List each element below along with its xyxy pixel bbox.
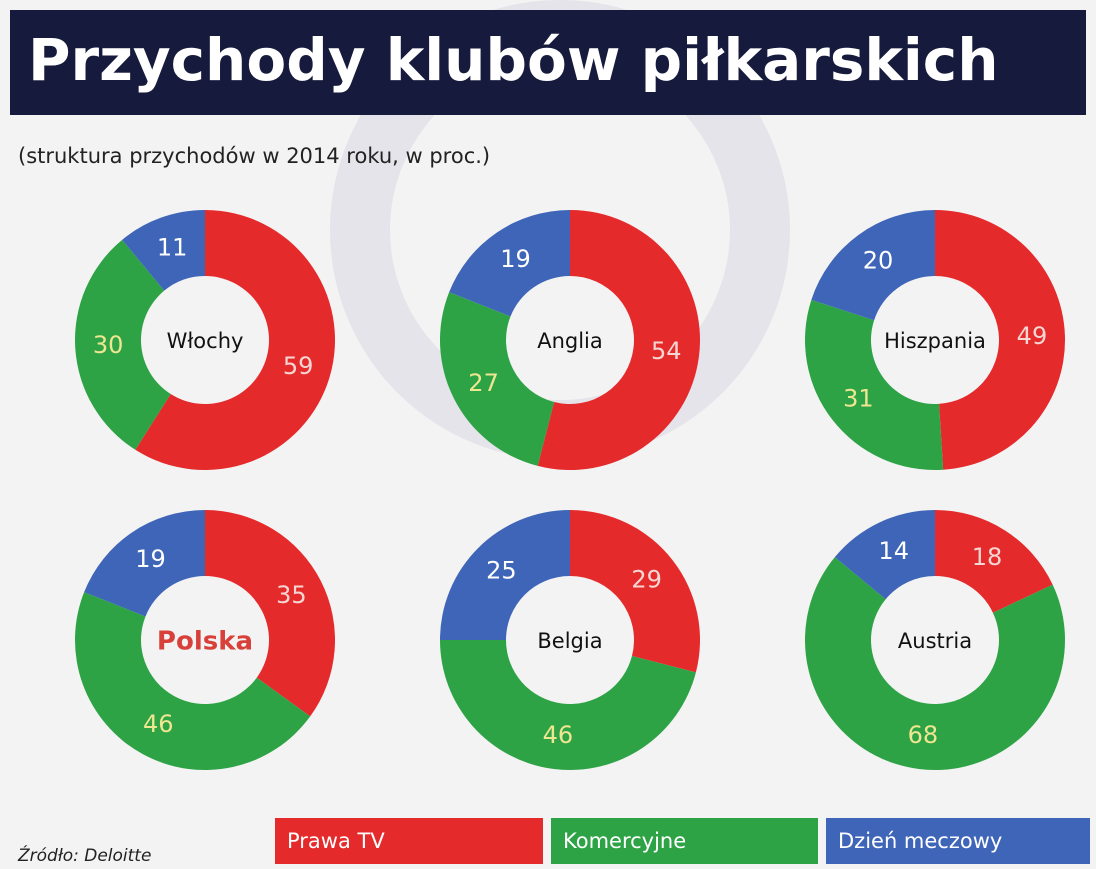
value-label: 25 (486, 556, 517, 584)
source: Źródło: Deloitte (17, 844, 151, 866)
donut-title: Polska (157, 627, 253, 657)
donut-title: Anglia (537, 329, 603, 353)
legend-swatch (275, 818, 543, 864)
donut-title: Hiszpania (884, 329, 986, 353)
subtitle: (struktura przychodów w 2014 roku, w pro… (18, 144, 490, 168)
donut-segment (440, 640, 696, 770)
donut-segment (74, 239, 171, 450)
value-label: 11 (157, 234, 188, 262)
value-label: 49 (1017, 322, 1048, 350)
donut-segment (440, 510, 570, 640)
donut-segment (537, 210, 700, 470)
value-label: 20 (863, 247, 894, 275)
value-label: 19 (500, 245, 531, 273)
value-label: 27 (468, 369, 499, 397)
donut-segment (805, 557, 1066, 770)
donut-segment (834, 510, 935, 600)
donut-segment (135, 210, 335, 470)
legend-swatch (826, 818, 1090, 864)
value-label: 29 (631, 566, 662, 594)
donut-title: Włochy (167, 329, 244, 353)
donut-segment (449, 210, 570, 317)
legend-label: Prawa TV (287, 829, 385, 853)
value-label: 30 (93, 331, 124, 359)
donut-segment (74, 592, 311, 771)
donut-title: Austria (898, 629, 972, 653)
legend-label: Dzień meczowy (838, 829, 1002, 853)
donut-title: Belgia (537, 629, 602, 653)
header (10, 10, 1086, 115)
donut-segment (935, 510, 1053, 613)
donut-segment (440, 292, 555, 466)
title: Przychody klubów piłkarskich (28, 26, 998, 94)
value-label: 35 (276, 581, 307, 609)
value-label: 46 (543, 721, 574, 749)
donut-segment (122, 210, 205, 291)
donut-segment (570, 510, 701, 673)
donut-segment (935, 210, 1065, 470)
value-label: 14 (878, 537, 909, 565)
value-label: 59 (283, 352, 314, 380)
value-label: 68 (908, 721, 939, 749)
legend-swatch (551, 818, 818, 864)
value-label: 46 (143, 710, 174, 738)
donut-segment (811, 210, 935, 321)
donut-segment (205, 510, 336, 717)
legend-label: Komercyjne (563, 829, 686, 853)
donut-segment (84, 510, 205, 617)
value-label: 54 (651, 337, 682, 365)
donut-segment (805, 299, 944, 470)
value-label: 19 (135, 545, 166, 573)
value-label: 18 (972, 543, 1003, 571)
value-label: 31 (843, 384, 874, 412)
